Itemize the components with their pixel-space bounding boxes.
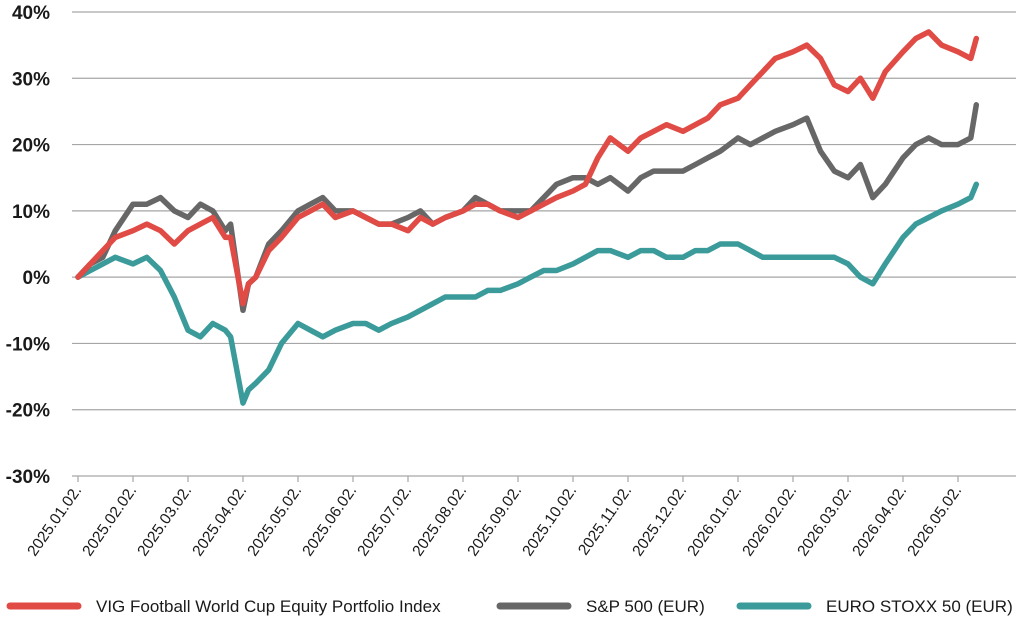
x-tick-label: 2025.10.02.: [519, 483, 580, 560]
y-axis-ticks: 40% 30% 20% 10% 0% -10% -20% -30%: [6, 3, 50, 488]
x-axis-ticks: 2025.01.02.2025.02.02.2025.03.02.2025.04…: [24, 476, 965, 559]
x-tick-label: 2025.11.02.: [575, 483, 635, 559]
x-tick-label: 2025.12.02.: [629, 483, 690, 560]
x-tick-label: 2025.08.02.: [409, 483, 470, 560]
legend: VIG Football World Cup Equity Portfolio …: [6, 597, 1013, 616]
y-tick-label: 10%: [12, 202, 50, 223]
series-lines: [75, 29, 980, 406]
x-tick-label: 2026.04.02.: [849, 483, 910, 560]
y-tick-label: -20%: [6, 401, 50, 422]
x-tick-label: 2026.03.02.: [794, 483, 855, 560]
x-tick-label: 2025.07.02.: [354, 483, 415, 560]
x-tick-label: 2025.05.02.: [244, 483, 305, 560]
x-tick-label: 2026.05.02.: [904, 483, 965, 560]
y-tick-label: 40%: [12, 3, 50, 24]
x-tick-label: 2025.01.02.: [24, 483, 85, 560]
x-tick-label: 2026.01.02.: [684, 483, 745, 560]
x-tick-label: 2025.04.02.: [189, 483, 250, 560]
series-line-1: [75, 102, 980, 314]
legend-label: VIG Football World Cup Equity Portfolio …: [96, 597, 441, 616]
y-tick-label: 0%: [23, 268, 51, 289]
series-line-0: [75, 29, 980, 307]
x-tick-label: 2025.09.02.: [464, 483, 525, 560]
y-tick-label: -10%: [6, 334, 50, 355]
gridlines: [72, 11, 1016, 477]
x-tick-label: 2026.02.02.: [739, 483, 800, 560]
y-tick-label: -30%: [6, 467, 50, 488]
y-tick-label: 20%: [12, 136, 50, 157]
series-line-2: [75, 181, 980, 406]
x-tick-label: 2025.03.02.: [134, 483, 195, 560]
legend-label: EURO STOXX 50 (EUR): [826, 597, 1013, 616]
legend-label: S&P 500 (EUR): [586, 597, 705, 616]
y-tick-label: 30%: [12, 69, 50, 90]
x-tick-label: 2025.02.02.: [79, 483, 140, 560]
x-tick-label: 2025.06.02.: [299, 483, 360, 560]
